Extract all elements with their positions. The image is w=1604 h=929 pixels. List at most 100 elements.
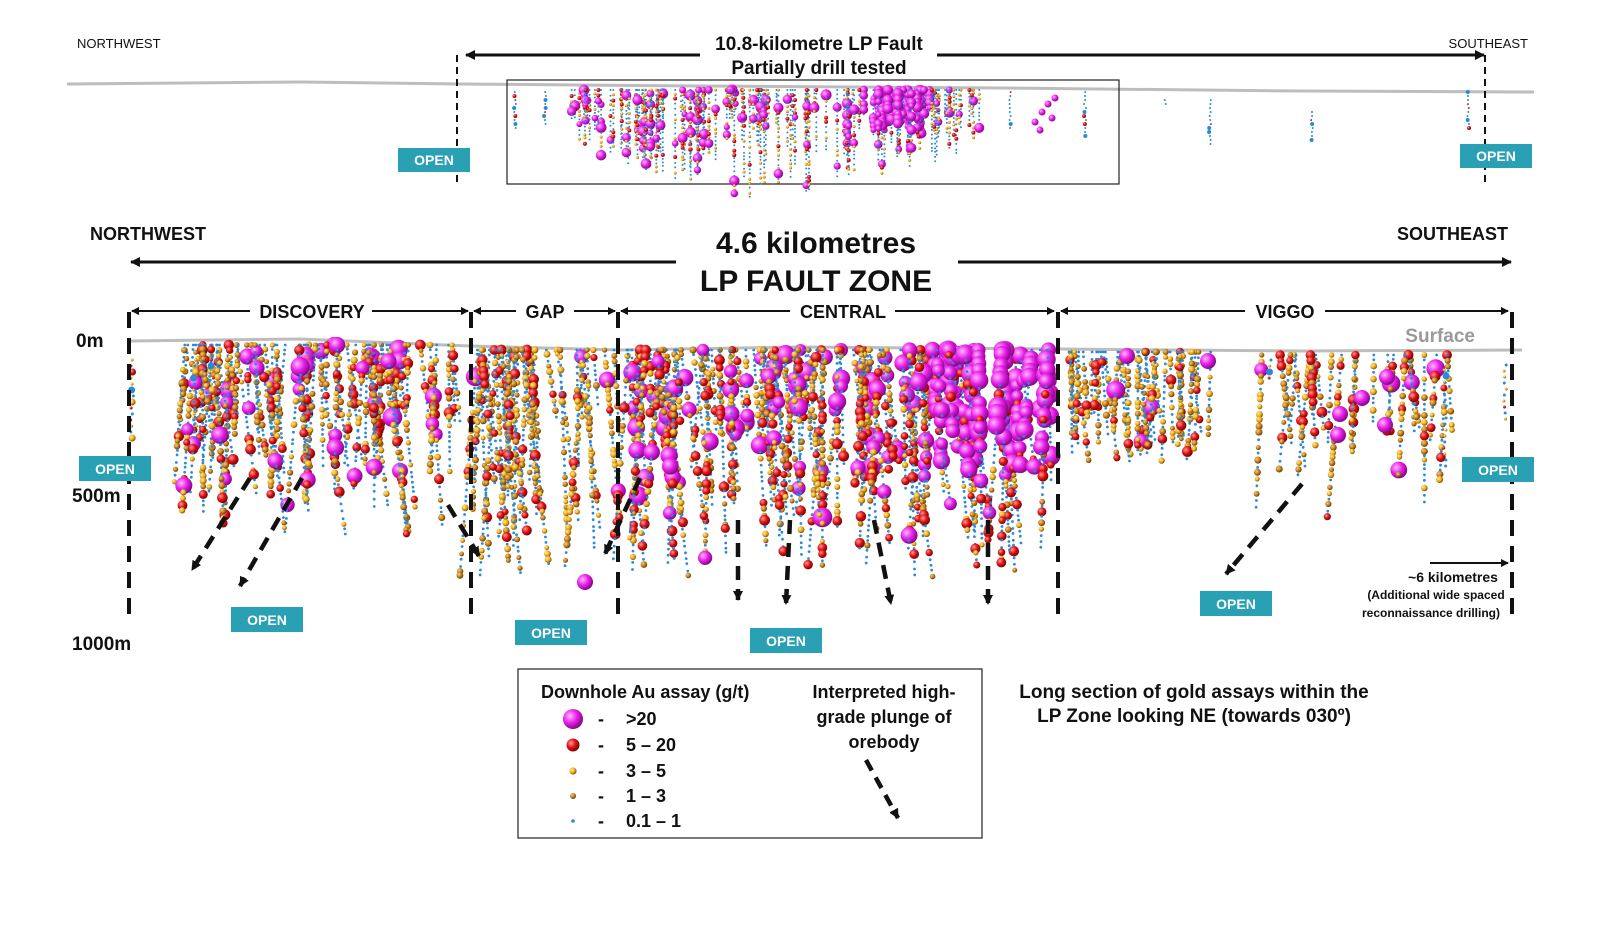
- assay-trace: [229, 445, 233, 449]
- assay-trace: [508, 354, 511, 358]
- assay-trace: [448, 450, 451, 453]
- assay-trace: [513, 513, 516, 517]
- assay-mid: [732, 153, 737, 158]
- assay-trace: [609, 109, 612, 112]
- assay-scatter: [542, 114, 547, 118]
- assay-trace: [220, 380, 224, 384]
- assay-trace: [489, 438, 492, 442]
- assay-trace: [507, 450, 510, 453]
- assay-low: [627, 97, 631, 101]
- assay-low: [356, 399, 364, 407]
- assay-trace: [661, 99, 664, 102]
- assay-trace: [592, 536, 596, 539]
- assay-trace: [514, 526, 518, 529]
- assay-trace: [523, 371, 527, 375]
- assay-mid: [649, 115, 654, 120]
- assay-trace: [257, 445, 261, 448]
- assay-trace: [689, 124, 692, 127]
- assay-trace: [775, 99, 778, 102]
- assay-trace: [637, 502, 641, 506]
- assay-trace: [649, 150, 652, 153]
- assay-trace: [650, 92, 653, 95]
- assay-trace: [432, 390, 436, 394]
- assay-trace: [264, 353, 268, 357]
- assay-trace: [488, 433, 492, 437]
- assay-trace: [944, 103, 947, 105]
- assay-low: [814, 134, 818, 138]
- assay-trace: [550, 385, 554, 389]
- assay-high: [802, 181, 810, 190]
- assay-mid: [644, 127, 648, 132]
- assay-trace: [320, 396, 324, 400]
- assay-trace: [497, 363, 501, 367]
- assay-trace: [689, 151, 692, 154]
- assay-trace: [759, 93, 762, 96]
- assay-trace: [440, 523, 444, 526]
- assay-low: [930, 101, 934, 105]
- assay-trace: [649, 110, 652, 113]
- assay-low: [785, 105, 789, 109]
- assay-trace: [674, 162, 677, 164]
- assay-trace: [628, 134, 631, 137]
- assay-low: [570, 100, 574, 104]
- assay-trace: [955, 89, 958, 91]
- assay-trace: [514, 445, 518, 449]
- assay-low: [563, 499, 569, 505]
- assay-trace: [661, 111, 664, 114]
- assay-trace: [600, 108, 603, 111]
- assay-mid: [392, 437, 402, 447]
- top-open-right: OPEN: [1460, 144, 1532, 168]
- assay-high: [747, 94, 759, 106]
- assay-mid: [611, 130, 616, 135]
- assay-trace: [435, 444, 439, 448]
- assay-low: [525, 393, 531, 400]
- assay-trace: [247, 392, 250, 396]
- assay-trace: [349, 391, 353, 395]
- assay-low: [590, 346, 597, 354]
- assay-trace: [761, 428, 765, 432]
- assay-high: [955, 110, 963, 118]
- assay-trace: [825, 140, 828, 142]
- assay-trace: [463, 513, 466, 516]
- assay-trace: [561, 410, 564, 414]
- assay-trace: [707, 148, 710, 151]
- assay-trace: [588, 89, 591, 91]
- assay-trace: [439, 510, 443, 514]
- assay-trace: [897, 131, 899, 134]
- assay-trace: [847, 109, 850, 112]
- assay-trace: [587, 389, 590, 392]
- assay-trace: [340, 509, 344, 513]
- assay-trace: [215, 358, 219, 362]
- assay-low: [742, 162, 746, 165]
- assay-high: [595, 121, 607, 133]
- assay-trace: [702, 103, 705, 106]
- assay-trace: [528, 464, 532, 468]
- assay-low: [957, 103, 961, 107]
- assay-mid: [790, 104, 795, 108]
- assay-trace: [493, 481, 497, 485]
- assay-trace: [777, 131, 780, 133]
- assay-trace: [758, 92, 760, 94]
- assay-low: [587, 432, 593, 439]
- assay-mid: [635, 137, 640, 142]
- assay-high: [968, 96, 979, 106]
- assay-low: [498, 382, 505, 389]
- assay-trace: [215, 363, 219, 367]
- assay-scatter: [512, 94, 517, 98]
- assay-trace: [758, 450, 762, 454]
- assay-mid: [619, 119, 624, 124]
- assay-trace: [674, 126, 677, 129]
- assay-trace: [534, 463, 538, 467]
- assay-trace: [689, 170, 692, 173]
- assay-trace: [267, 407, 270, 411]
- assay-low: [564, 529, 572, 536]
- assay-trace: [758, 130, 760, 133]
- assay-trace: [378, 386, 381, 390]
- assay-trace: [312, 374, 315, 378]
- assay-trace: [714, 94, 717, 97]
- assay-trace: [306, 343, 310, 347]
- assay-trace: [479, 561, 483, 564]
- assay-high: [1048, 114, 1056, 122]
- assay-trace: [763, 145, 766, 148]
- assay-trace: [411, 485, 415, 489]
